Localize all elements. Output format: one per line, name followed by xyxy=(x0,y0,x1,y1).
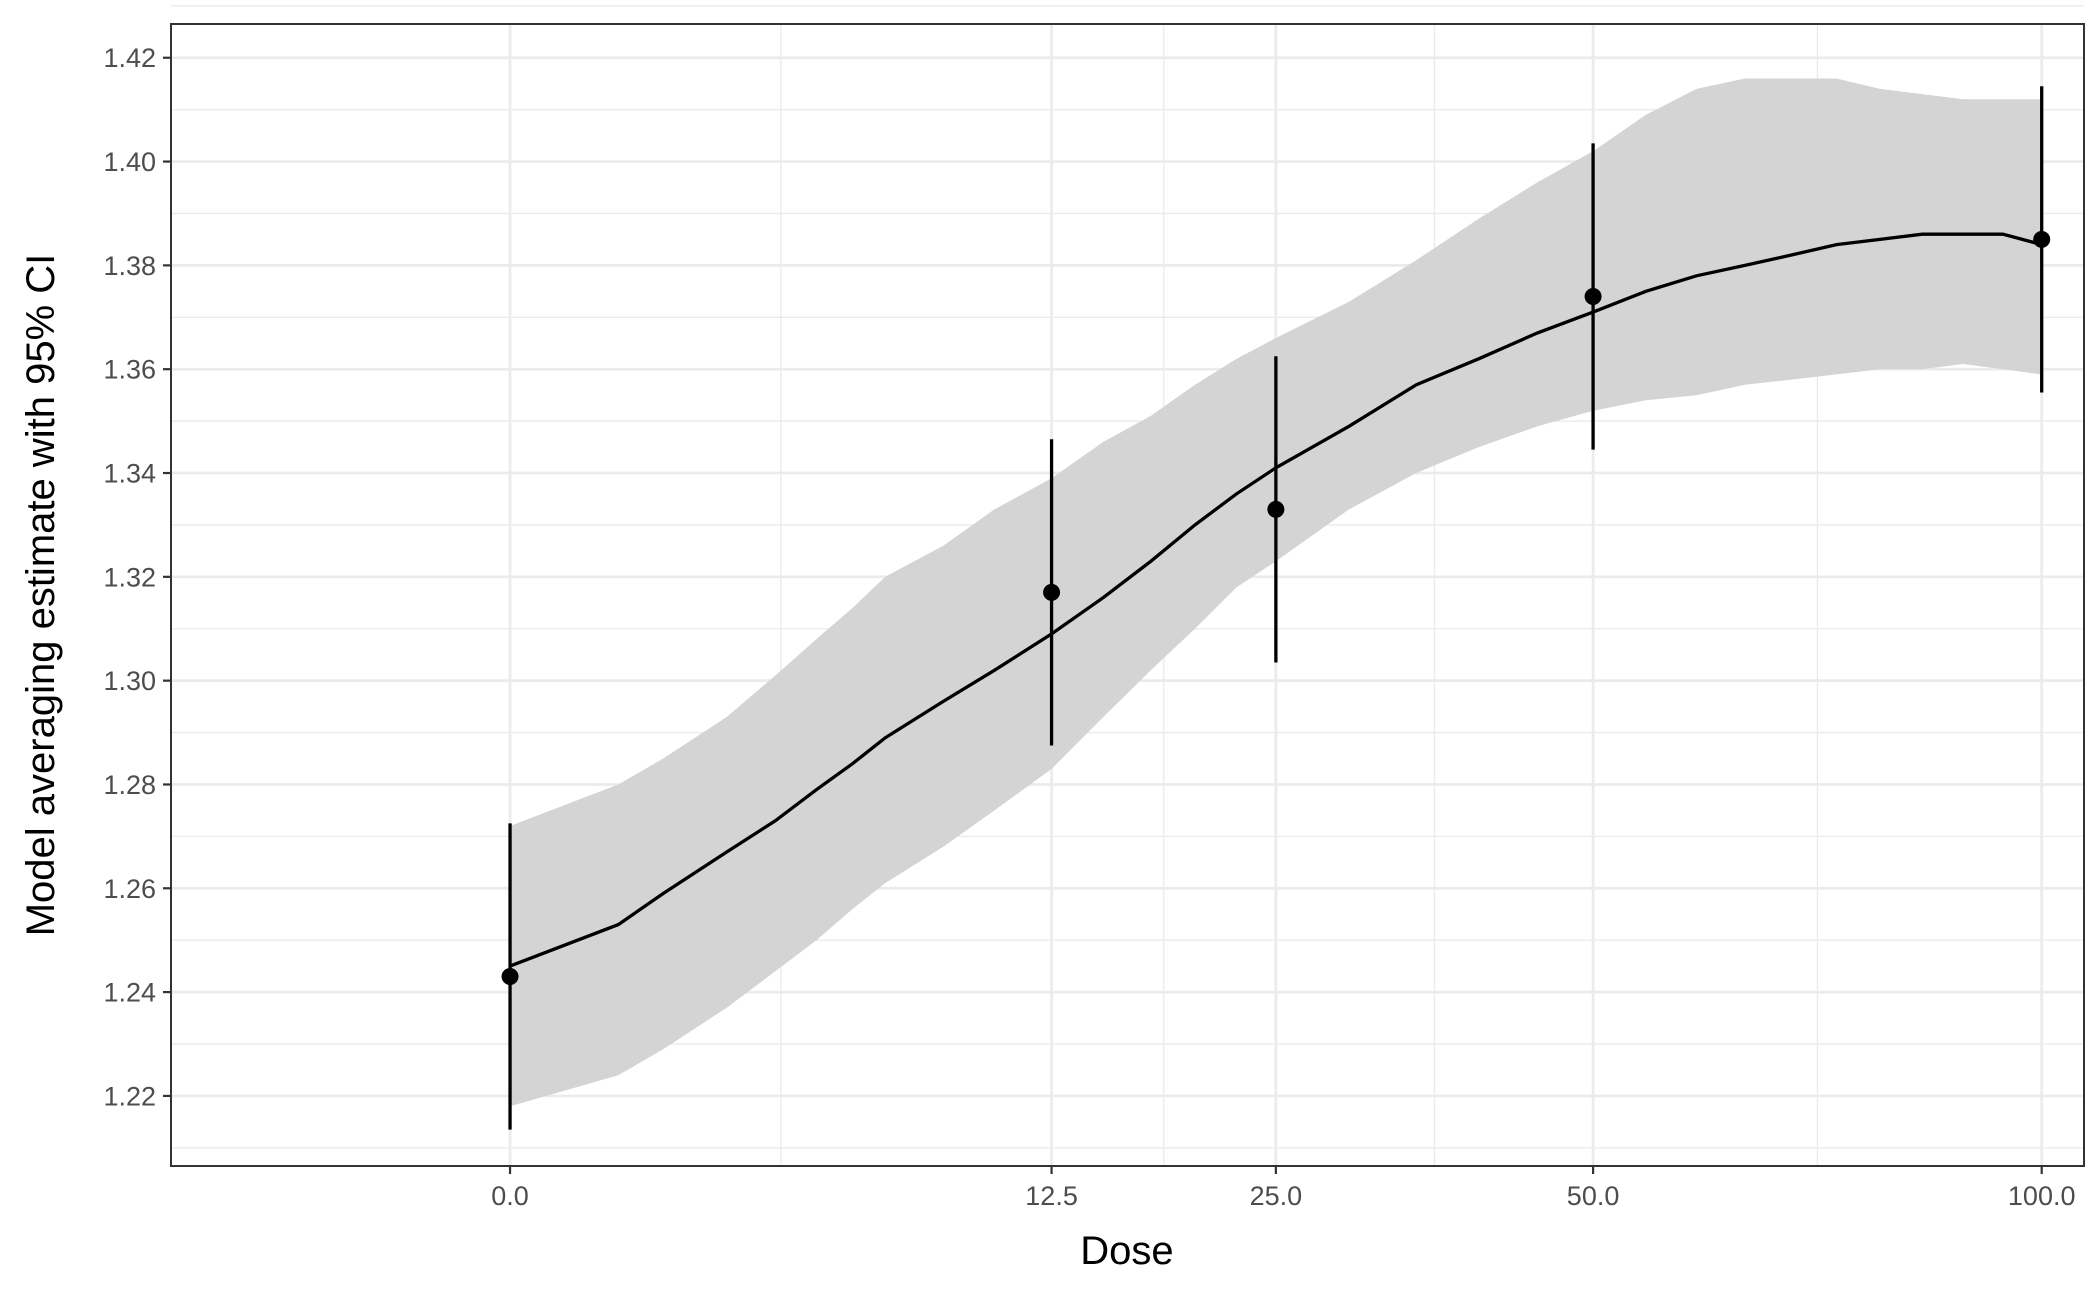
y-tick-label: 1.36 xyxy=(103,355,156,385)
y-tick-label: 1.30 xyxy=(103,666,156,696)
y-tick-label: 1.24 xyxy=(103,978,156,1008)
y-tick-label: 1.26 xyxy=(103,874,156,904)
x-axis-ticks: 0.0 12.5 25.0 50.0 100.0 xyxy=(491,1166,2075,1211)
data-point xyxy=(2033,230,2051,248)
x-tick-label: 12.5 xyxy=(1025,1181,1078,1211)
data-points xyxy=(501,230,2051,986)
x-tick-label: 50.0 xyxy=(1567,1181,1620,1211)
data-point xyxy=(501,968,519,986)
y-tick-label: 1.40 xyxy=(103,147,156,177)
data-point xyxy=(1043,583,1061,601)
y-tick-label: 1.32 xyxy=(103,562,156,592)
data-point xyxy=(1584,288,1602,306)
data-point xyxy=(1267,500,1285,518)
confidence-band xyxy=(510,78,2042,1107)
y-tick-label: 1.34 xyxy=(103,459,156,489)
x-axis-title: Dose xyxy=(1080,1229,1173,1273)
x-tick-label: 100.0 xyxy=(2008,1181,2076,1211)
y-tick-label: 1.22 xyxy=(103,1081,156,1111)
panel-border xyxy=(170,23,2085,1167)
y-tick-label: 1.38 xyxy=(103,251,156,281)
x-tick-label: 25.0 xyxy=(1250,1181,1303,1211)
y-tick-label: 1.42 xyxy=(103,43,156,73)
y-tick-label: 1.28 xyxy=(103,770,156,800)
y-axis-ticks: 1.22 1.24 1.26 1.28 1.30 1.32 1.34 1.36 1.38 1.40… xyxy=(103,43,171,1111)
y-axis-title: Model averaging estimate with 95% CI xyxy=(19,254,63,937)
x-tick-label: 0.0 xyxy=(491,1181,529,1211)
